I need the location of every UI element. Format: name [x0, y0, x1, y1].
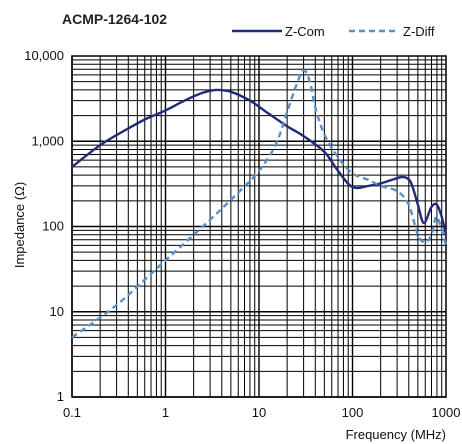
y-tick-label: 100 [42, 219, 64, 234]
series-line-z-diff [71, 69, 448, 339]
y-tick-label: 1,000 [31, 133, 64, 148]
series-layer [71, 69, 448, 339]
y-tick-label: 10,000 [24, 48, 64, 63]
chart-title: ACMP-1264-102 [62, 11, 167, 27]
legend-label-z-com: Z-Com [285, 24, 325, 39]
x-tick-label: 10 [252, 405, 266, 420]
x-tick-label: 1000 [432, 405, 461, 420]
y-tick-label: 10 [50, 304, 64, 319]
legend: Z-Com Z-Diff [232, 24, 435, 39]
x-tick-label: 1 [162, 405, 169, 420]
x-tick-label: 0.1 [63, 405, 81, 420]
x-tick-labels: 0.1 1 10 100 1000 [63, 405, 461, 420]
y-axis-label: Impedance (Ω) [12, 182, 27, 268]
series-line-z-com [71, 88, 448, 236]
plot-frame [71, 55, 447, 398]
y-tick-label: 1 [57, 389, 64, 404]
x-tick-label: 100 [342, 405, 364, 420]
y-tick-labels: 1 10 100 1,000 10,000 [24, 48, 64, 404]
legend-label-z-diff: Z-Diff [403, 24, 435, 39]
x-axis-label: Frequency (MHz) [346, 427, 446, 442]
